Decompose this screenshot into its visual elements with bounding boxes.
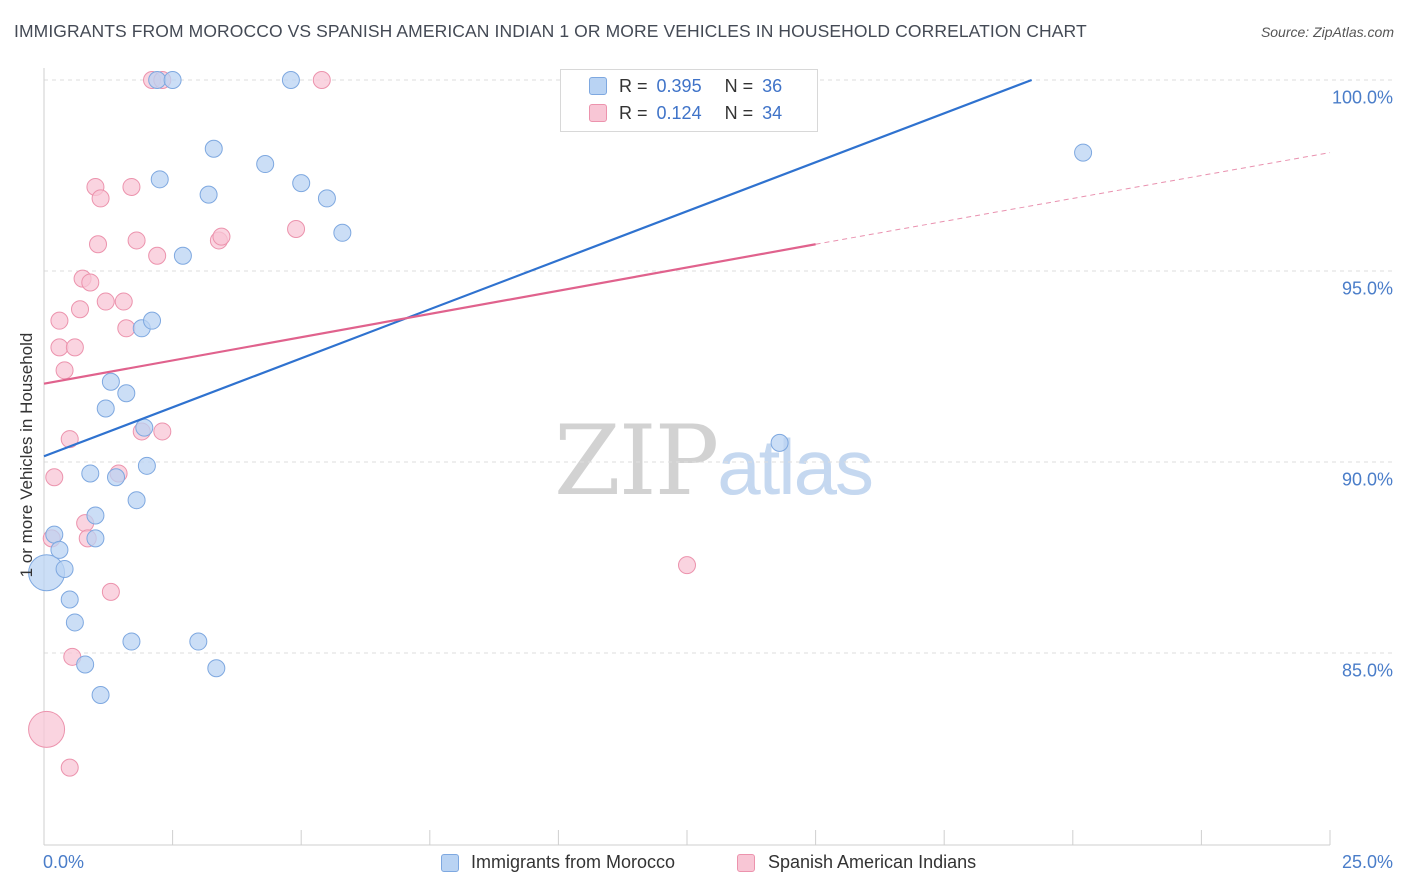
y-tick-label: 95.0% — [1341, 278, 1393, 299]
trend-line-morocco — [43, 78, 1033, 458]
data-point-immigrants-from-morocco — [292, 174, 311, 193]
data-point-immigrants-from-morocco — [770, 433, 789, 452]
legend-row-morocco: R = 0.395 N = 36 — [619, 76, 782, 97]
data-point-spanish-american-indians — [50, 311, 69, 330]
data-point-spanish-american-indians — [55, 361, 74, 380]
data-point-immigrants-from-morocco — [55, 559, 74, 578]
data-point-immigrants-from-morocco — [333, 223, 352, 242]
axes — [43, 68, 1330, 846]
legend-n-label: N = — [724, 103, 754, 123]
data-point-immigrants-from-morocco — [76, 655, 95, 674]
data-point-spanish-american-indians — [312, 71, 331, 89]
data-point-immigrants-from-morocco — [207, 659, 226, 678]
data-point-immigrants-from-morocco — [317, 189, 336, 208]
data-point-immigrants-from-morocco — [81, 464, 100, 483]
data-point-immigrants-from-morocco — [189, 632, 208, 651]
data-point-immigrants-from-morocco — [96, 399, 115, 418]
data-point-immigrants-from-morocco — [107, 468, 126, 487]
data-point-spanish-american-indians — [153, 422, 172, 441]
data-point-spanish-american-indians — [287, 219, 306, 238]
data-point-spanish-american-indians — [678, 556, 696, 575]
data-point-spanish-american-indians — [96, 292, 115, 311]
data-point-spanish-american-indians — [60, 758, 79, 777]
data-point-immigrants-from-morocco — [122, 632, 141, 651]
series-immigrants-from-morocco — [28, 71, 1093, 705]
data-point-immigrants-from-morocco — [256, 155, 275, 174]
data-point-spanish-american-indians — [101, 582, 120, 601]
data-point-spanish-american-indians — [148, 246, 167, 265]
data-point-immigrants-from-morocco — [150, 170, 169, 189]
bottom-legend-spanish: Spanish American Indians — [768, 852, 977, 872]
data-point-immigrants-from-morocco — [135, 418, 154, 437]
data-point-immigrants-from-morocco — [163, 71, 182, 89]
legend: R = 0.395 N = 36 R = 0.124 N = 34 — [560, 69, 818, 132]
data-point-immigrants-from-morocco — [65, 613, 84, 632]
legend-swatch-blue — [589, 77, 607, 95]
legend-swatch-pink — [589, 104, 607, 122]
data-point-immigrants-from-morocco — [91, 686, 110, 705]
data-point-immigrants-from-morocco — [117, 384, 136, 403]
data-point-spanish-american-indians — [117, 319, 136, 338]
data-point-spanish-american-indians — [71, 300, 90, 319]
trend-lines — [43, 78, 1331, 458]
source-label: Source: ZipAtlas.com — [1260, 24, 1394, 40]
data-point-spanish-american-indians — [89, 235, 108, 254]
data-point-spanish-american-indians — [65, 338, 84, 357]
legend-n-label: N = — [724, 76, 754, 96]
data-point-immigrants-from-morocco — [50, 540, 69, 559]
data-point-spanish-american-indians — [45, 468, 64, 487]
data-point-immigrants-from-morocco — [60, 590, 79, 609]
data-point-immigrants-from-morocco — [148, 71, 167, 89]
data-point-immigrants-from-morocco — [281, 71, 300, 89]
trend-line-spanish-extension — [815, 152, 1331, 245]
gridlines — [44, 79, 1395, 654]
data-point-spanish-american-indians — [212, 227, 231, 246]
data-point-spanish-american-indians — [127, 231, 146, 250]
y-tick-label: 85.0% — [1341, 660, 1393, 681]
bottom-legend-swatch-pink — [737, 854, 755, 872]
data-point-immigrants-from-morocco — [86, 529, 105, 548]
legend-r-label: R = — [619, 103, 648, 123]
x-tick-label: 25.0% — [1341, 852, 1393, 872]
data-point-immigrants-from-morocco — [45, 525, 64, 544]
data-point-spanish-american-indians — [50, 338, 69, 357]
x-tick-label: 0.0% — [43, 852, 85, 872]
data-point-immigrants-from-morocco — [127, 491, 146, 510]
legend-r-value: 0.395 — [656, 76, 702, 96]
legend-r-label: R = — [619, 76, 648, 96]
data-point-spanish-american-indians — [114, 292, 133, 311]
data-point-immigrants-from-morocco — [173, 246, 192, 265]
data-point-spanish-american-indians — [28, 710, 66, 748]
data-point-spanish-american-indians — [122, 177, 141, 196]
legend-row-spanish: R = 0.124 N = 34 — [619, 103, 782, 124]
data-point-immigrants-from-morocco — [86, 506, 105, 525]
bottom-legend-morocco: Immigrants from Morocco — [471, 852, 676, 872]
y-tick-label: 100.0% — [1331, 87, 1393, 108]
data-point-immigrants-from-morocco — [101, 372, 120, 391]
legend-r-value: 0.124 — [656, 103, 702, 123]
data-point-immigrants-from-morocco — [199, 185, 218, 204]
data-point-immigrants-from-morocco — [137, 456, 156, 475]
data-point-spanish-american-indians — [81, 273, 100, 292]
data-point-spanish-american-indians — [91, 189, 110, 208]
trend-line-spanish — [43, 243, 816, 385]
y-axis-label: 1 or more Vehicles in Household — [17, 332, 36, 578]
legend-n-value: 36 — [762, 76, 783, 96]
y-tick-label: 90.0% — [1341, 469, 1393, 490]
chart-title: IMMIGRANTS FROM MOROCCO VS SPANISH AMERI… — [14, 21, 1087, 41]
x-ticks — [43, 830, 1331, 845]
data-point-immigrants-from-morocco — [143, 311, 162, 330]
data-point-immigrants-from-morocco — [204, 139, 223, 158]
legend-n-value: 34 — [762, 103, 783, 123]
data-point-immigrants-from-morocco — [1074, 143, 1093, 162]
bottom-legend-swatch-blue — [441, 854, 459, 872]
